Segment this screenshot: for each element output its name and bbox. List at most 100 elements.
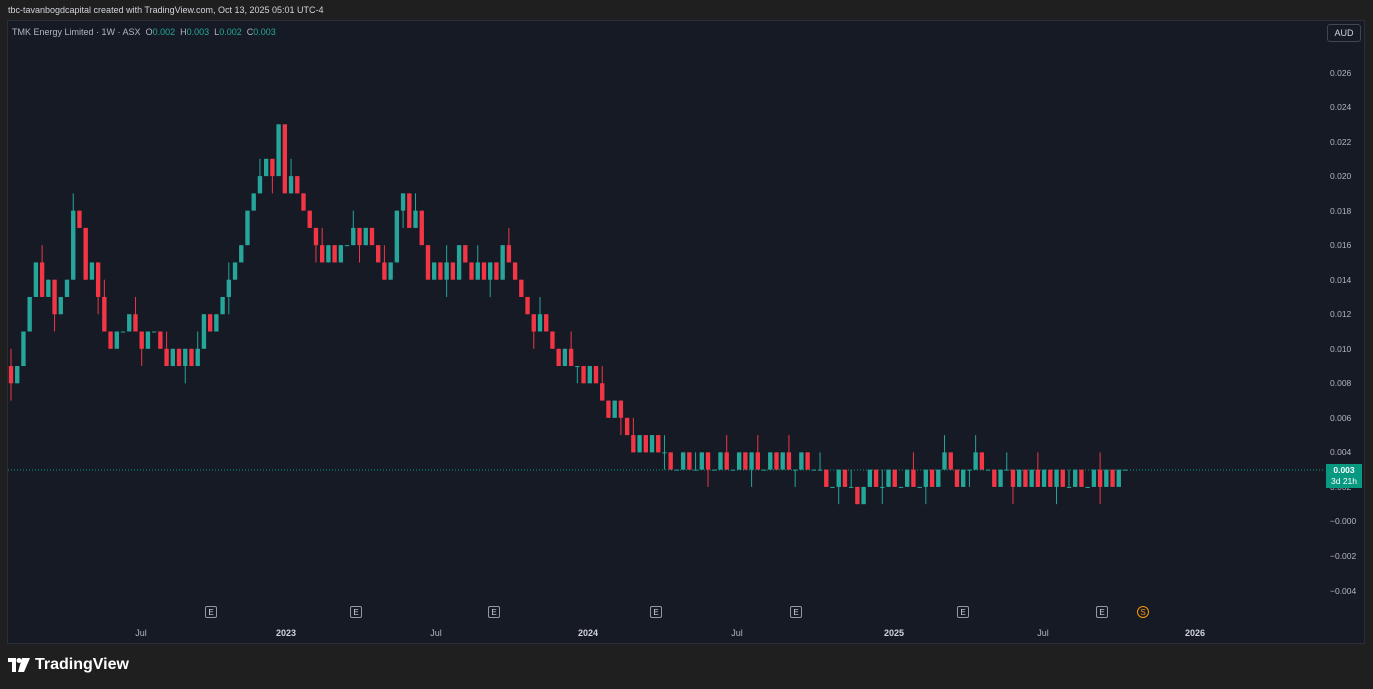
candle-body bbox=[463, 245, 468, 263]
candle-body bbox=[1066, 486, 1072, 488]
candle-body bbox=[612, 400, 617, 418]
candle-body bbox=[1122, 469, 1128, 471]
candle-body bbox=[923, 469, 929, 487]
candle-body bbox=[724, 452, 729, 470]
candle-body bbox=[898, 486, 904, 488]
candle-body bbox=[936, 469, 941, 487]
candle-body bbox=[985, 469, 991, 471]
candle-body bbox=[656, 435, 661, 453]
footer bbox=[0, 645, 1373, 689]
candle-body bbox=[1048, 469, 1053, 487]
candle-body bbox=[531, 314, 536, 332]
candle-body bbox=[301, 193, 306, 211]
price-axis-tick: 0.026 bbox=[1330, 67, 1352, 78]
candle-body bbox=[1091, 469, 1097, 487]
chart-pane[interactable] bbox=[7, 20, 1365, 644]
earnings-marker[interactable]: E bbox=[350, 606, 362, 618]
candle-body bbox=[973, 452, 978, 470]
candle-body bbox=[892, 469, 897, 487]
candle-body bbox=[712, 469, 717, 471]
candle-body bbox=[207, 314, 213, 332]
candle-body bbox=[842, 469, 848, 487]
candle-body bbox=[792, 469, 798, 471]
time-axis-tick: 2024 bbox=[577, 628, 599, 638]
candle-body bbox=[226, 279, 231, 297]
tradingview-wordmark: TradingView bbox=[35, 656, 129, 673]
candle-body bbox=[77, 210, 82, 228]
candle-body bbox=[295, 176, 300, 194]
candle-body bbox=[699, 452, 704, 470]
price-axis-tick: −0.000 bbox=[1330, 516, 1357, 527]
candle-body bbox=[911, 469, 916, 487]
high-label: H bbox=[180, 27, 187, 37]
candle-body bbox=[245, 210, 250, 246]
candle-body bbox=[761, 469, 767, 471]
price-axis-tick: 0.008 bbox=[1330, 378, 1352, 389]
price-axis-tick: 0.010 bbox=[1330, 343, 1352, 354]
open-label: O bbox=[145, 27, 153, 37]
candle-body bbox=[749, 452, 754, 470]
price-axis-tick: 0.020 bbox=[1330, 171, 1352, 182]
candle-body bbox=[768, 452, 773, 470]
tradingview-logo[interactable]: TradingView bbox=[8, 656, 129, 674]
candle-body bbox=[8, 366, 14, 384]
dividend-marker[interactable]: S bbox=[1137, 606, 1149, 618]
last-price-tag: 0.003 3d 21h bbox=[1326, 464, 1362, 488]
earnings-marker[interactable]: E bbox=[650, 606, 662, 618]
candle-body bbox=[432, 262, 437, 280]
time-axis-tick: Jul bbox=[430, 628, 442, 638]
candle-body bbox=[232, 262, 238, 280]
earnings-marker[interactable]: E bbox=[790, 606, 802, 618]
symbol-name: TMK Energy Limited · 1W · ASX bbox=[12, 27, 141, 37]
earnings-marker[interactable]: E bbox=[957, 606, 969, 618]
close-value: 0.003 bbox=[253, 27, 276, 37]
candle-body bbox=[736, 452, 742, 470]
candle-body bbox=[575, 366, 580, 368]
candle-body bbox=[127, 314, 132, 332]
candle-body bbox=[680, 452, 686, 470]
candle-body bbox=[288, 176, 294, 194]
earnings-marker[interactable]: E bbox=[1096, 606, 1108, 618]
price-axis-tick: 0.016 bbox=[1330, 240, 1352, 251]
candle-body bbox=[400, 193, 406, 211]
candle-body bbox=[693, 469, 698, 471]
candle-body bbox=[649, 435, 655, 453]
candle-body bbox=[220, 296, 225, 315]
candle-body bbox=[705, 452, 711, 470]
price-axis-tick: 0.018 bbox=[1330, 205, 1352, 216]
candle-body bbox=[786, 452, 792, 470]
candle-body bbox=[780, 452, 785, 470]
candle-body bbox=[568, 348, 574, 367]
candle-body bbox=[1017, 469, 1022, 487]
candle-body bbox=[344, 245, 350, 247]
candle-body bbox=[855, 486, 860, 505]
candle-body bbox=[512, 262, 518, 280]
candle-body bbox=[1085, 486, 1090, 488]
candle-body bbox=[718, 452, 723, 470]
candle-body bbox=[587, 366, 592, 384]
candle-body bbox=[450, 262, 456, 280]
symbol-legend: TMK Energy Limited · 1W · ASX O0.002 H0.… bbox=[12, 27, 276, 37]
earnings-marker[interactable]: E bbox=[205, 606, 217, 618]
time-axis-tick: Jul bbox=[135, 628, 147, 638]
candle-body bbox=[282, 124, 288, 194]
earnings-marker[interactable]: E bbox=[488, 606, 500, 618]
candle-body bbox=[251, 193, 256, 211]
candle-body bbox=[319, 245, 325, 263]
candle-body bbox=[214, 314, 219, 332]
currency-button[interactable]: AUD bbox=[1327, 24, 1361, 42]
candle-body bbox=[662, 452, 667, 454]
candle-body bbox=[39, 262, 45, 297]
candle-body bbox=[469, 262, 474, 280]
candle-body bbox=[537, 314, 543, 332]
time-axis-tick: 2025 bbox=[883, 628, 905, 638]
candle-body bbox=[270, 158, 275, 177]
candle-body bbox=[407, 193, 412, 228]
candle-body bbox=[145, 331, 151, 349]
candle-body bbox=[488, 262, 493, 280]
time-axis-tick: 2023 bbox=[275, 628, 297, 638]
candle-body bbox=[481, 262, 487, 280]
candle-body bbox=[120, 331, 126, 333]
price-axis-tick: −0.002 bbox=[1330, 550, 1357, 561]
